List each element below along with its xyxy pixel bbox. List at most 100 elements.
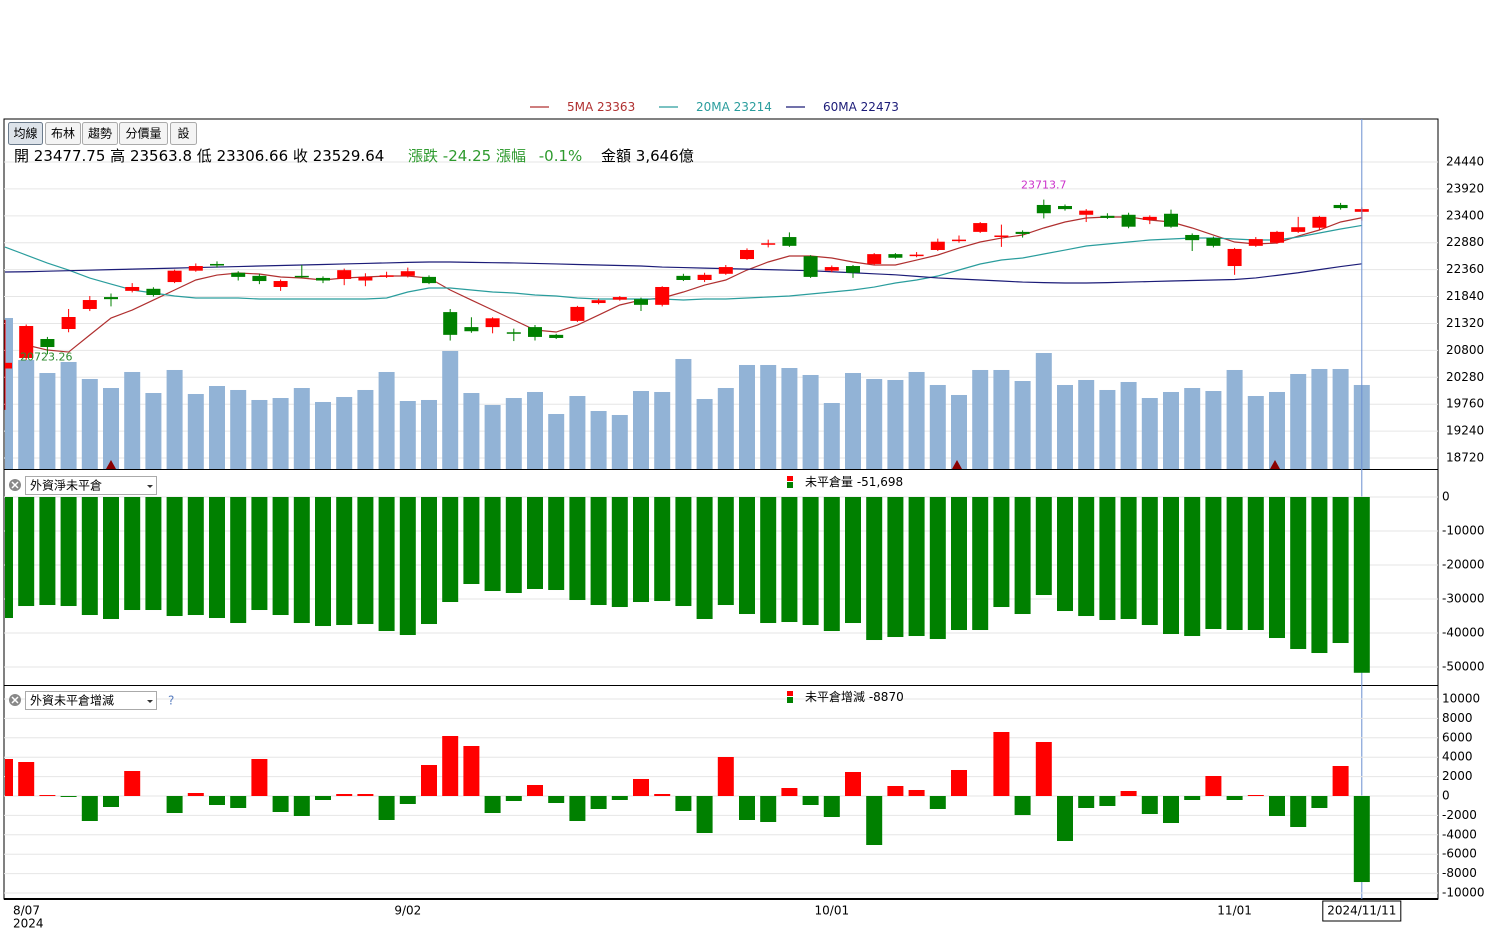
bar [1353,497,1370,673]
volume-bar [696,398,713,469]
bar [81,497,98,616]
volume-bar [823,403,840,469]
bar [845,497,861,624]
candle-body [337,270,352,279]
candle-body [146,288,161,296]
bar [293,796,310,817]
toolbar-button[interactable] [82,122,118,145]
bar [548,497,565,591]
candle-body [19,326,34,358]
candle-body [888,254,903,258]
y-tick-label: 21320 [1446,316,1484,330]
info-value: 23563.8 [130,147,192,165]
bar [1057,796,1073,841]
legend-name: 60MA [823,100,858,114]
volume-bar [421,399,437,469]
y-tick-label: -30000 [1442,592,1485,606]
candle-body [40,338,55,348]
bar [1163,497,1179,635]
toolbar-button[interactable] [8,122,43,145]
y-tick-label: 22880 [1446,235,1484,249]
y-tick-label: -10000 [1442,885,1485,899]
volume-bar [5,318,13,469]
bar [1099,497,1116,621]
bar [378,796,395,820]
dropdown[interactable] [25,476,157,495]
toolbar-button[interactable] [170,122,197,145]
volume-bar [951,394,967,469]
bar [505,796,522,802]
bar [60,796,77,797]
bar [1247,795,1264,797]
bar [1057,497,1073,612]
volume-bar [1078,379,1095,469]
bar [951,497,967,631]
bar [1311,497,1328,654]
bar [569,796,586,822]
legend-text: 5MA 23363 [567,100,635,114]
bar [993,497,1010,608]
candle-body [1121,214,1136,227]
bar [548,796,565,804]
bar [272,796,289,813]
bar [209,497,225,619]
candle-body [930,241,945,250]
bar [166,497,183,617]
bar [908,789,925,797]
signal-marker [106,460,116,469]
candle-body [1058,205,1072,210]
bar [442,736,459,797]
candle-body [1185,234,1200,241]
candle-body [506,332,521,334]
info-value: 3,646億 [636,147,694,165]
x-tick-label: 10/01 [815,904,850,918]
bar [611,497,628,608]
volume-bar [145,393,162,469]
signal-marker [1270,460,1280,469]
toolbar-button-label: 分價量 [125,127,161,141]
bar [823,796,840,817]
ma-line [4,224,1362,301]
bar [654,497,671,602]
bar [209,796,225,806]
bar [315,796,331,800]
volume-bar [39,373,56,469]
dropdown[interactable] [25,691,157,710]
bar [1035,742,1052,797]
candle-body [485,318,500,328]
candle-body [464,327,479,332]
bar [696,497,713,620]
help-icon[interactable]: ? [168,694,174,708]
bar [357,497,374,625]
volume-bar [103,388,119,469]
volume-bar [463,393,480,469]
bar [1078,497,1095,617]
volume-bar [230,389,247,469]
y-tick-label: 19760 [1446,397,1484,411]
volume-bar [611,414,628,469]
bar [251,758,268,797]
info-label: 漲幅 [496,147,526,165]
bar [1353,796,1370,883]
candle-body [1206,238,1221,246]
bar [421,765,437,797]
toolbar-button[interactable] [119,122,168,145]
bar [1078,796,1095,808]
y-tick-label: 20280 [1446,370,1484,384]
volume-bar [781,368,798,469]
bar [866,796,883,846]
volume-bar [866,378,883,469]
volume-bar [1269,391,1285,469]
bar [357,794,374,797]
candle-body [1164,213,1178,227]
toolbar-button[interactable] [45,122,81,145]
legend-value: -8870 [869,690,904,704]
volume-bar [929,384,946,469]
legend-name: 未平倉量 [805,474,853,489]
bar [972,497,989,631]
volume-bar [993,369,1010,469]
candle-body [1079,210,1094,215]
bar [781,787,798,797]
candle-body [549,334,564,338]
candle-body [167,270,182,283]
